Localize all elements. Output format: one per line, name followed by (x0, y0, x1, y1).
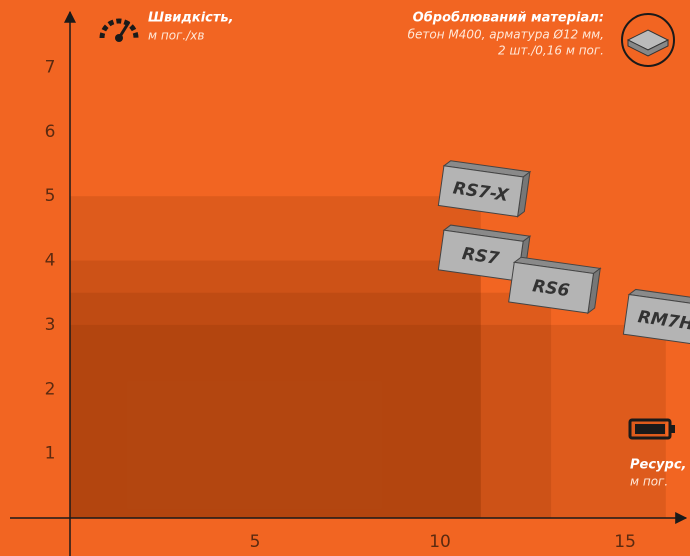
material-line: бетон М400, арматура Ø12 мм, (408, 28, 604, 42)
speed-area (70, 324, 666, 518)
y-tick-label: 2 (45, 379, 56, 399)
tag-face (437, 165, 524, 218)
y-tick-label: 7 (45, 57, 56, 77)
x-tick-label: 5 (250, 532, 261, 552)
model-tag: RM7H (622, 288, 690, 346)
x-tick-label: 10 (429, 532, 451, 552)
battery-icon (628, 418, 675, 440)
y-tick-label: 5 (45, 186, 56, 206)
speed-area (70, 292, 552, 518)
x-tick-label: 15 (614, 532, 636, 552)
speed-icon (99, 18, 139, 42)
y-tick-label: 3 (45, 315, 56, 335)
tag-face (622, 293, 690, 346)
model-tag: RS7 (437, 224, 532, 283)
speed-area (70, 196, 481, 518)
x-axis-label: Ресурс, (630, 458, 686, 473)
x-axis-unit: м пог. (630, 475, 668, 489)
y-tick-label: 6 (45, 122, 56, 142)
plot-area (70, 196, 666, 518)
material-title: Оброблюваний матеріал: (413, 11, 604, 26)
tag-face (508, 261, 595, 314)
speed-area (70, 260, 481, 518)
model-tag: RS7-X (437, 160, 532, 218)
model-tag: RS6 (508, 256, 602, 315)
material-icon (621, 13, 675, 67)
y-axis-label: Швидкість, (148, 11, 234, 26)
material-line: 2 шт./0,16 м пог. (498, 44, 604, 58)
y-axis-unit: м пог./хв (148, 29, 204, 43)
y-tick-label: 1 (45, 444, 56, 464)
y-tick-label: 4 (45, 251, 56, 271)
